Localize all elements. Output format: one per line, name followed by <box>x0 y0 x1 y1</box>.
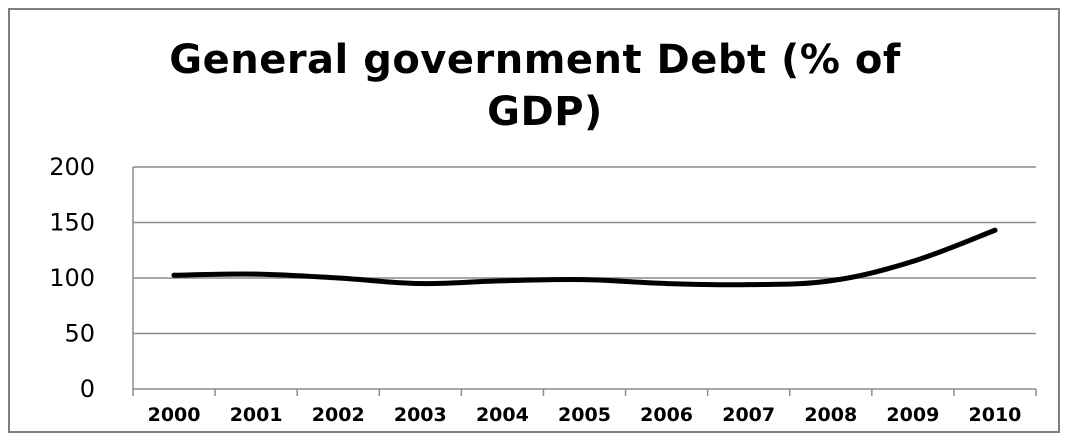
data-point-2003 <box>417 281 423 287</box>
x-tick-label: 2002 <box>312 404 365 426</box>
y-tick-label: 100 <box>49 264 95 292</box>
data-point-2007 <box>746 282 752 288</box>
axes <box>132 167 1037 396</box>
x-tick-label: 2001 <box>230 404 283 426</box>
data-point-2006 <box>664 281 670 287</box>
series-line <box>171 227 998 288</box>
gridlines <box>133 166 1036 335</box>
x-tick-label: 2009 <box>886 404 939 426</box>
x-tick-label: 2008 <box>804 404 857 426</box>
data-point-2001 <box>253 271 259 277</box>
data-point-2009 <box>910 258 916 264</box>
y-tick-labels: 0 50 100 150 200 <box>49 153 95 403</box>
y-tick-label: 200 <box>49 153 95 181</box>
x-tick-label: 2010 <box>969 404 1022 426</box>
y-tick-label: 150 <box>49 209 95 237</box>
y-tick-label: 0 <box>80 375 95 403</box>
chart-frame <box>8 8 1060 433</box>
data-point-2005 <box>582 277 587 283</box>
data-point-2004 <box>499 278 505 284</box>
data-point-2008 <box>828 278 834 284</box>
y-tick-label: 50 <box>64 320 95 348</box>
x-tick-labels: 2000 2001 2002 2003 2004 2005 2006 2007 2008 2009… <box>148 404 1022 426</box>
x-tick-label: 2005 <box>558 404 611 426</box>
data-point-2002 <box>335 275 341 281</box>
x-tick-label: 2004 <box>476 404 529 426</box>
x-tick-label: 2000 <box>148 404 201 426</box>
x-tick-label: 2003 <box>394 404 447 426</box>
x-tick-label: 2007 <box>722 404 775 426</box>
x-tick-label: 2006 <box>640 404 693 426</box>
data-point-2010 <box>992 227 998 233</box>
data-point-2000 <box>171 272 177 278</box>
series-layer <box>171 227 998 288</box>
